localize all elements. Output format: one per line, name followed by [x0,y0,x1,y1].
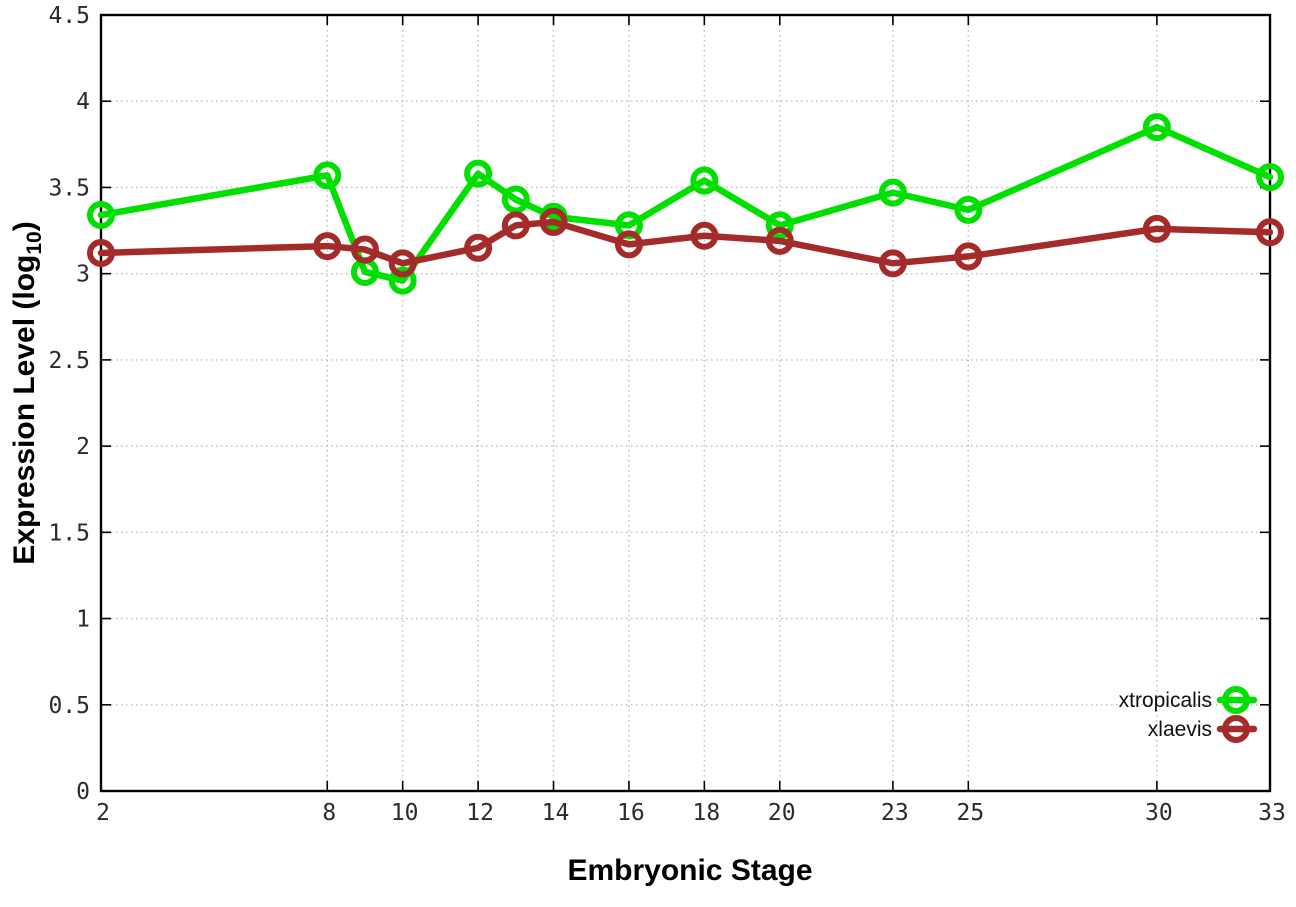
x-tick-label: 2 [96,800,110,826]
y-tick-label: 1.5 [48,520,90,546]
x-axis-title: Embryonic Stage [567,854,812,887]
series-line-xlaevis [97,218,1274,267]
y-tick-label: 0.5 [48,693,90,719]
legend-sample-marker-xlaevis [1222,715,1250,743]
data-point-xlaevis [954,242,983,271]
data-point-xlaevis [539,207,568,236]
x-tick-label: 25 [956,800,984,826]
data-point-xtropicalis [614,211,643,240]
data-series [87,113,1284,295]
data-point-xtropicalis [388,266,417,295]
gridlines [101,15,1270,791]
data-point-xtropicalis [464,159,493,188]
y-tick-label: 2 [76,434,90,460]
data-point-xlaevis [388,249,417,278]
y-axis-title: Expression Level (log10) [8,221,46,564]
data-point-xlaevis [878,249,907,278]
data-point-xlaevis [765,226,794,255]
legend-label-xtropicalis: xtropicalis [1119,689,1212,712]
x-tick-label: 12 [466,800,494,826]
legend-sample-marker-xtropicalis [1222,686,1250,714]
data-point-xlaevis [1142,214,1171,243]
data-point-xtropicalis [1142,113,1171,142]
y-tick-label: 4.5 [48,3,90,29]
x-tick-label: 8 [322,800,336,826]
data-point-xlaevis [614,230,643,259]
x-tick-label: 10 [391,800,419,826]
y-axis-title-suffix: ) [8,221,41,231]
legend: xtropicalis xlaevis [1119,686,1258,743]
data-point-xtropicalis [313,161,342,190]
x-tick-label: 14 [542,800,570,826]
x-tick-label: 18 [693,800,721,826]
legend-samples [1216,686,1258,743]
legend-label-xlaevis: xlaevis [1148,718,1212,741]
data-point-xtropicalis [87,201,115,230]
data-point-xtropicalis [501,185,530,214]
y-axis-title-subscript: 10 [23,231,46,254]
data-point-xlaevis [350,235,379,264]
y-axis-title-text: Expression Level (log [8,255,41,565]
y-tick-label: 0 [76,779,90,805]
data-point-xtropicalis [765,211,794,240]
data-point-xlaevis [87,238,115,267]
x-tick-label: 20 [768,800,796,826]
x-tick-label: 30 [1145,800,1173,826]
plot-border [99,13,1272,793]
y-tick-label: 2.5 [48,348,90,374]
data-point-xlaevis [501,211,530,240]
data-point-xtropicalis [690,166,719,195]
y-tick-label: 1 [76,607,90,633]
x-tick-label: 23 [881,800,909,826]
data-point-xtropicalis [878,178,907,207]
tick-labels: 2 8 10 12 14 16 18 20 23 25 30 33 0 0.5 1 1.5 2 2.5 3 3.5 4 4… [48,3,1285,826]
y-tick-label: 3.5 [48,175,90,201]
series-line-xtropicalis [97,123,1274,284]
y-tick-label: 4 [76,89,90,115]
x-tick-label: 16 [617,800,645,826]
axes [99,13,1272,793]
y-tick-label: 3 [76,262,90,288]
data-point-xlaevis [464,233,493,262]
data-point-xtropicalis [954,195,983,224]
data-point-xlaevis [690,221,719,250]
x-tick-label: 33 [1258,800,1286,826]
data-point-xlaevis [1256,218,1284,247]
data-point-xlaevis [313,232,342,261]
data-point-xtropicalis [1256,163,1284,192]
